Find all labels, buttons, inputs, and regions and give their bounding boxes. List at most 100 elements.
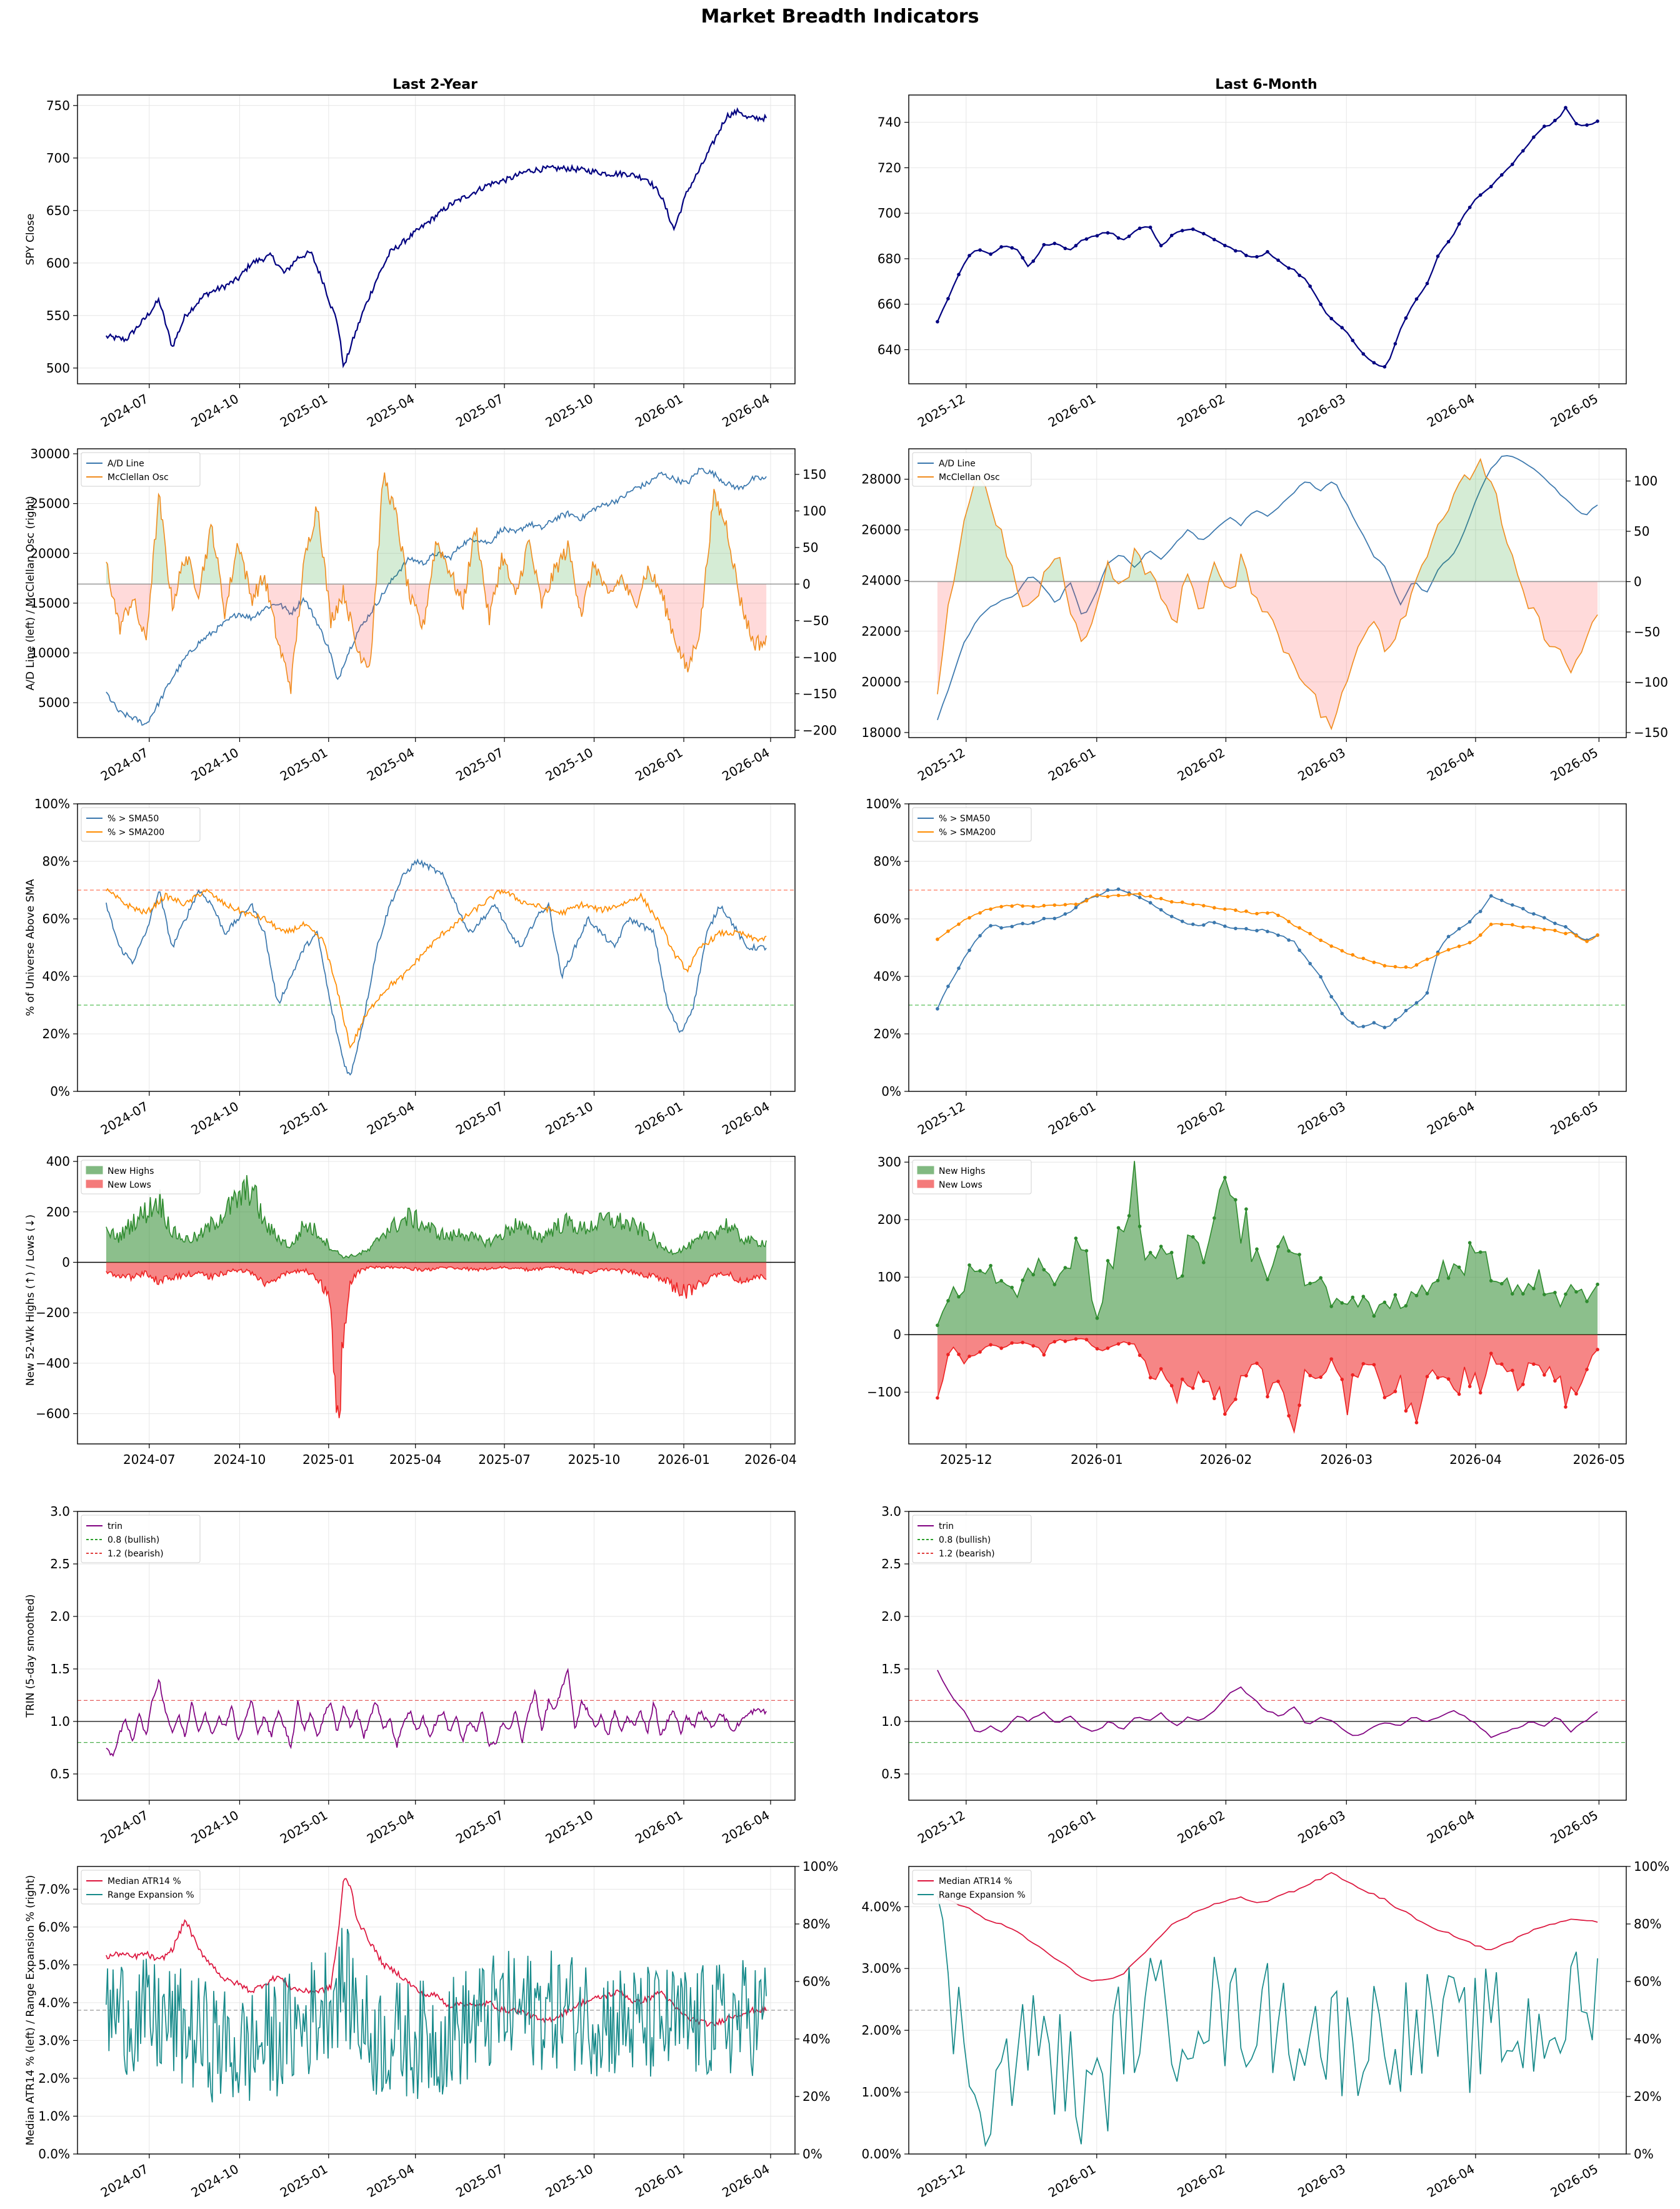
- y-tick-label: 500: [46, 361, 70, 376]
- y-tick-label: 60%: [874, 911, 901, 926]
- new_lows-point: [1542, 1373, 1546, 1377]
- spy-point: [1542, 124, 1546, 128]
- new_lows-point: [1255, 1361, 1259, 1365]
- new_highs-point: [1010, 1285, 1014, 1290]
- y-tick-label: 1.00%: [861, 2085, 901, 2100]
- new_lows-point: [1191, 1386, 1195, 1390]
- new_highs-point: [1148, 1251, 1152, 1255]
- y2-tick-label: 50: [802, 540, 818, 555]
- sma50-point: [1564, 924, 1568, 929]
- osc-negative-fill: [937, 581, 1598, 729]
- sma50-point: [1159, 908, 1163, 912]
- y-tick-label: 100: [878, 1270, 901, 1285]
- legend-label: % > SMA50: [939, 814, 990, 824]
- sma50-line: [106, 858, 767, 1076]
- sma50-point: [1063, 912, 1068, 916]
- new_lows-point: [1425, 1375, 1429, 1379]
- x-tick-label: 2024-10: [214, 1452, 266, 1467]
- legend-label: trin: [108, 1521, 122, 1531]
- spy-point: [1084, 237, 1089, 241]
- new_highs-point: [1596, 1282, 1599, 1286]
- legend-label: Median ATR14 %: [108, 1876, 181, 1886]
- sma50-point: [1106, 888, 1110, 892]
- x-tick-label: 2026-05: [1573, 1452, 1626, 1467]
- spy-point: [1564, 106, 1568, 110]
- mcclellan-line: [937, 458, 1598, 731]
- legend-label: Median ATR14 %: [939, 1876, 1012, 1886]
- y-tick-label: 0%: [881, 1084, 901, 1099]
- new_lows-point: [1521, 1382, 1525, 1386]
- new_highs-point: [1042, 1268, 1046, 1272]
- legend-label: trin: [939, 1521, 954, 1531]
- sma50-point: [1201, 923, 1206, 927]
- y-tick-label: 0: [893, 1327, 901, 1342]
- axes-frame: [908, 1156, 1627, 1445]
- sma200-point: [1201, 904, 1206, 908]
- spy-point: [1553, 118, 1557, 123]
- y-tick-label: 660: [878, 297, 901, 312]
- sma50-point: [1351, 1021, 1355, 1025]
- sma50-point: [1021, 921, 1024, 926]
- new_highs-point: [1436, 1278, 1440, 1283]
- y2-tick-label: 0%: [1634, 2146, 1654, 2161]
- legend-label: McClellan Osc: [939, 473, 1000, 483]
- spy-point: [1319, 302, 1322, 306]
- axes-frame: [77, 1511, 796, 1801]
- y2-tick-label: 100: [802, 503, 826, 518]
- mcclellan-line: [106, 472, 767, 694]
- new_highs-point: [1127, 1214, 1131, 1218]
- y-tick-label: 2.00%: [861, 2023, 901, 2038]
- new_lows-point: [936, 1396, 939, 1400]
- spy-point: [1276, 258, 1280, 263]
- new_highs-point: [1031, 1273, 1036, 1277]
- x-tick-label: 2026-01: [1071, 1452, 1123, 1467]
- sma50-point: [1234, 926, 1238, 931]
- panel-nhnl-short: −100 0 100 200 300 2025-12 2026-01 2026-02 2026-…: [867, 1155, 1627, 1467]
- x-tick-label: 2026-02: [1200, 1452, 1252, 1467]
- y-tick-label: 60%: [42, 911, 70, 926]
- spy-point: [1212, 238, 1216, 242]
- sma200-point: [1223, 907, 1227, 911]
- y-tick-label: 680: [878, 251, 901, 266]
- new_lows-point: [1042, 1353, 1046, 1357]
- spy-point: [1255, 254, 1259, 259]
- spy-point: [1351, 338, 1355, 343]
- y-tick-label: 24000: [861, 573, 901, 588]
- new_lows-point: [1159, 1367, 1163, 1371]
- y-tick-label: 1.5: [50, 1661, 70, 1676]
- sma50-point: [1074, 906, 1078, 909]
- y2-tick-label: −100: [1634, 674, 1668, 689]
- new_highs-point: [1425, 1291, 1429, 1296]
- y2-tick-label: 40%: [1634, 2031, 1661, 2046]
- new_highs-point: [1201, 1261, 1206, 1265]
- sma50-point: [1499, 898, 1504, 903]
- new_lows-point: [1010, 1341, 1014, 1345]
- new_highs-point: [1116, 1226, 1121, 1230]
- new_highs-point: [1159, 1245, 1163, 1248]
- new_lows-point: [968, 1355, 971, 1358]
- legend-label: 1.2 (bearish): [939, 1549, 995, 1559]
- legend-label: New Lows: [939, 1180, 982, 1190]
- sma200-point: [1468, 941, 1472, 944]
- sma200-point: [1404, 965, 1408, 969]
- sma200-point: [1063, 903, 1068, 907]
- y2-tick-label: −50: [1634, 624, 1660, 639]
- y-tick-label: 1.0%: [38, 2108, 70, 2123]
- new_lows-point: [1372, 1363, 1376, 1367]
- sma50-point: [1298, 948, 1301, 952]
- new_lows-point: [1138, 1353, 1142, 1357]
- plot-area: [78, 1175, 795, 1418]
- legend-box: [81, 1870, 201, 1905]
- sma200-point: [946, 929, 950, 933]
- x-tick-label: 2025-07: [478, 1452, 531, 1467]
- new_highs-point: [1532, 1286, 1536, 1291]
- y-tick-label: 3.0%: [38, 2033, 70, 2048]
- spy-point: [1159, 244, 1163, 248]
- new_lows-point: [1340, 1378, 1344, 1381]
- sma50-point: [989, 924, 992, 928]
- y-tick-label: 4.00%: [861, 1899, 901, 1914]
- sma200-point: [1127, 893, 1131, 896]
- spy-point: [1138, 226, 1142, 231]
- spy-point: [1511, 163, 1514, 166]
- y-tick-label: 80%: [42, 854, 70, 869]
